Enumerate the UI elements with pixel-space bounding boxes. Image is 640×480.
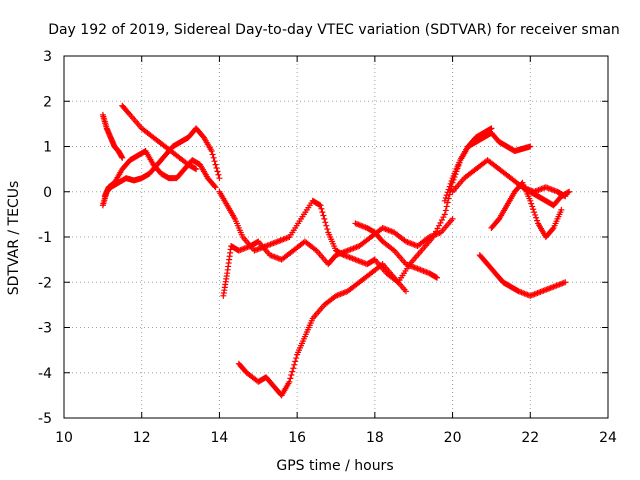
data-point xyxy=(318,205,325,212)
series-track-8 xyxy=(352,220,441,281)
x-tick-label: 14 xyxy=(211,430,229,446)
data-point xyxy=(534,217,541,224)
data-point xyxy=(449,215,456,222)
series-track-2 xyxy=(101,148,219,200)
data-point xyxy=(437,219,444,226)
x-tick-label: 24 xyxy=(599,430,617,446)
data-point xyxy=(442,207,449,214)
data-series xyxy=(99,102,573,399)
data-point xyxy=(216,175,223,182)
data-point xyxy=(447,180,454,187)
data-point xyxy=(528,200,535,207)
y-tick-label: -3 xyxy=(38,321,52,337)
series-track-5 xyxy=(220,215,456,299)
data-point xyxy=(438,217,445,224)
data-point xyxy=(549,226,556,233)
data-point xyxy=(212,184,219,191)
data-point xyxy=(209,151,216,158)
data-point xyxy=(440,214,447,221)
data-point xyxy=(213,164,220,171)
data-point xyxy=(211,183,218,190)
series-track-4 xyxy=(119,102,200,173)
data-point xyxy=(214,168,221,175)
data-point xyxy=(562,279,569,286)
data-point xyxy=(212,161,219,168)
series-track-1 xyxy=(99,125,223,209)
series-track-9 xyxy=(371,125,495,286)
data-point xyxy=(288,372,295,379)
data-point xyxy=(287,375,294,382)
data-point xyxy=(293,355,300,362)
data-point xyxy=(435,222,442,229)
data-point xyxy=(321,215,328,222)
data-point xyxy=(442,194,449,201)
data-point xyxy=(434,274,441,281)
chart-title: Day 192 of 2019, Sidereal Day-to-day VTE… xyxy=(48,22,620,38)
y-axis-label: SDTVAR / TECUs xyxy=(6,181,22,296)
data-point xyxy=(193,166,200,173)
y-tick-label: 0 xyxy=(43,185,52,201)
y-tick-label: -5 xyxy=(38,411,52,427)
data-point xyxy=(529,203,536,210)
data-point xyxy=(323,222,330,229)
data-point xyxy=(530,206,537,213)
series-track-3 xyxy=(99,111,126,161)
x-tick-label: 18 xyxy=(366,430,384,446)
data-point xyxy=(324,226,331,233)
data-point xyxy=(532,211,539,218)
data-point xyxy=(443,203,450,210)
data-point xyxy=(445,186,452,193)
data-point xyxy=(317,202,324,209)
data-point xyxy=(119,154,126,161)
data-point xyxy=(558,206,565,213)
data-point xyxy=(527,197,534,204)
x-tick-label: 20 xyxy=(444,430,462,446)
data-point xyxy=(208,148,215,155)
x-axis-label: GPS time / hours xyxy=(276,458,393,474)
y-tick-label: 2 xyxy=(43,94,52,110)
data-point xyxy=(211,158,218,165)
series-track-7 xyxy=(235,261,409,399)
series-track-14 xyxy=(519,184,573,209)
series-track-6 xyxy=(216,188,378,268)
data-point xyxy=(448,178,455,185)
y-tick-label: -1 xyxy=(38,230,52,246)
y-tick-label: -4 xyxy=(38,366,52,382)
x-tick-label: 22 xyxy=(521,430,539,446)
data-point xyxy=(441,197,448,204)
data-point xyxy=(531,209,538,216)
data-point xyxy=(290,365,297,372)
data-point xyxy=(322,219,329,226)
series-track-11 xyxy=(449,157,569,200)
data-point xyxy=(533,214,540,221)
data-point xyxy=(286,378,293,385)
data-point xyxy=(443,192,450,199)
data-point xyxy=(215,171,222,178)
x-tick-label: 12 xyxy=(133,430,151,446)
data-point xyxy=(441,211,448,218)
data-point xyxy=(402,288,409,295)
y-tick-label: -2 xyxy=(38,275,52,291)
data-point xyxy=(289,368,296,375)
grid xyxy=(63,55,609,419)
data-point xyxy=(291,361,298,368)
data-point xyxy=(210,154,217,161)
data-point xyxy=(527,143,534,150)
data-point xyxy=(446,183,453,190)
y-tick-label: 1 xyxy=(43,140,52,156)
data-point xyxy=(292,358,299,365)
series-track-10 xyxy=(441,129,534,204)
data-point xyxy=(566,188,573,195)
data-point xyxy=(320,212,327,219)
data-point xyxy=(319,209,326,216)
x-tick-label: 16 xyxy=(288,430,306,446)
x-tick-label: 10 xyxy=(55,430,73,446)
series-track-13 xyxy=(488,179,565,240)
series-track-12 xyxy=(476,252,569,299)
y-tick-label: 3 xyxy=(43,49,52,65)
